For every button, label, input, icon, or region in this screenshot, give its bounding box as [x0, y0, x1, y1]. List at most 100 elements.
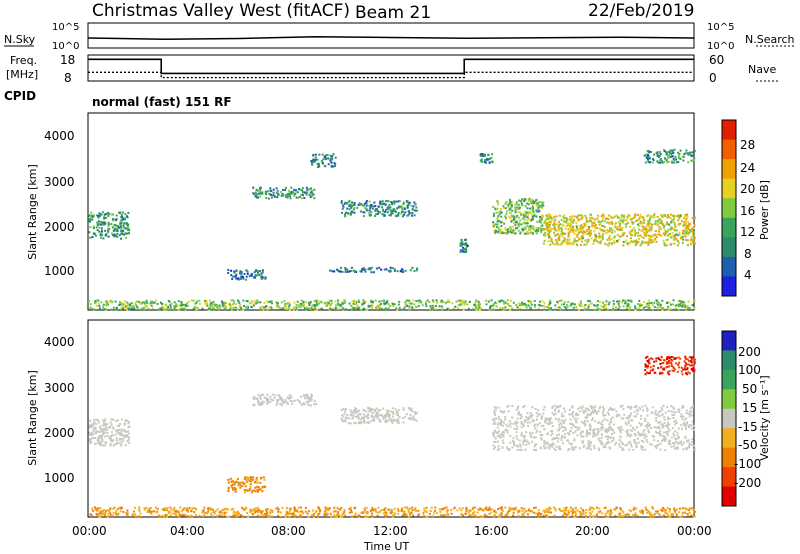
power-marks-cell	[545, 217, 548, 220]
power-marks-cell	[549, 213, 551, 216]
power-marks-cell	[657, 219, 660, 222]
power-marks-cell	[597, 220, 600, 223]
power-marks-cell	[693, 224, 696, 227]
power-marks-cell	[659, 161, 662, 164]
velocity-marks-cell	[661, 434, 664, 437]
power-marks-cell	[327, 163, 330, 166]
velocity-marks-cell	[265, 397, 268, 400]
velocity-marks-cell	[676, 363, 679, 366]
power-marks-cell	[667, 216, 670, 219]
velocity-marks-cell	[689, 364, 692, 367]
power-marks-cell	[679, 149, 682, 152]
power-marks-cell	[277, 193, 280, 196]
velocity-marks-cell	[555, 406, 558, 409]
velocity-marks-cell	[325, 508, 328, 511]
velocity-marks-cell	[517, 515, 520, 518]
velocity-marks-cell	[658, 411, 661, 413]
power-marks-cell	[575, 243, 578, 246]
power-marks-cell	[670, 221, 673, 224]
power-marks-cell	[518, 199, 521, 202]
power-marks-cell	[554, 304, 557, 307]
velocity-marks-cell	[646, 409, 649, 412]
power-marks-cell	[515, 220, 518, 223]
power-marks-cell	[661, 215, 664, 218]
power-marks-cell	[460, 244, 463, 247]
power-marks-cell	[667, 228, 670, 231]
power-marks-cell	[642, 228, 645, 231]
power-marks-cell	[527, 299, 530, 302]
velocity-marks-cell	[657, 426, 660, 429]
velocity-marks-cell	[504, 416, 507, 419]
power-marks-cell	[599, 300, 602, 303]
velocity-marks-cell	[102, 431, 105, 434]
power-marks-cell	[375, 267, 378, 270]
velocity-marks-cell	[644, 433, 647, 436]
power-marks-cell	[126, 301, 129, 304]
power-marks-cell	[495, 226, 498, 229]
velocity-marks-cell	[691, 438, 694, 441]
power-marks-cell	[390, 210, 393, 213]
velocity-marks-cell	[568, 448, 571, 450]
velocity-marks-cell	[644, 404, 647, 407]
power-marks-cell	[663, 148, 665, 151]
power-marks-cell	[674, 156, 677, 158]
velocity-marks-cell	[663, 416, 666, 419]
power-marks-cell	[612, 302, 615, 305]
velocity-marks-cell	[246, 489, 249, 492]
power-marks-cell	[127, 226, 130, 229]
velocity-marks-cell	[560, 423, 563, 426]
velocity-marks-cell	[500, 420, 503, 423]
power-marks-cell	[538, 220, 541, 223]
nave-line	[88, 71, 694, 79]
power-marks-cell	[677, 151, 679, 154]
velocity-marks-cell	[259, 402, 262, 404]
velocity-marks-cell	[681, 415, 683, 418]
power-marks-cell	[608, 230, 611, 233]
velocity-marks-cell	[508, 423, 511, 426]
velocity-marks-cell	[116, 424, 119, 427]
velocity-marks-cell	[187, 508, 190, 511]
velocity-marks-cell	[666, 362, 669, 365]
velocity-marks-cell	[112, 418, 115, 421]
velocity-marks-cell	[244, 485, 247, 488]
power-marks-cell	[543, 233, 546, 236]
power-marks-cell	[296, 300, 299, 303]
velocity-marks-cell	[667, 430, 670, 433]
velocity-marks-cell	[233, 481, 236, 484]
velocity-marks-cell	[90, 514, 93, 516]
power-marks-cell	[421, 304, 424, 307]
velocity-marks-cell	[120, 444, 123, 447]
power-marks-cell	[580, 230, 583, 233]
power-marks-cell	[340, 202, 343, 204]
power-marks-cell	[385, 200, 388, 203]
velocity-marks-cell	[125, 430, 128, 433]
velocity-marks-cell	[382, 512, 385, 515]
power-marks-cell	[413, 270, 416, 272]
velocity-marks-cell	[561, 426, 564, 429]
velocity-marks-cell	[570, 423, 573, 425]
velocity-marks-cell	[555, 445, 558, 448]
power-marks-cell	[515, 304, 518, 306]
velocity-marks-cell	[520, 421, 523, 424]
velocity-marks-cell	[551, 425, 554, 428]
velocity-marks-cell	[623, 413, 626, 416]
power-marks-cell	[380, 300, 383, 303]
power-marks-cell	[400, 205, 402, 208]
velocity-marks-cell	[523, 439, 526, 442]
power-marks-cell	[392, 267, 394, 270]
velocity-marks-cell	[624, 514, 627, 516]
velocity-marks-cell	[276, 401, 279, 404]
velocity-marks-cell	[481, 515, 484, 518]
power-marks-cell	[513, 228, 516, 231]
velocity-marks-cell	[549, 418, 552, 421]
power-marks-cell	[575, 226, 578, 229]
power-marks-cell	[432, 305, 435, 308]
power-marks-cell	[579, 300, 582, 303]
velocity-marks-cell	[543, 440, 546, 442]
velocity-marks-cell	[88, 425, 91, 428]
velocity-marks-cell	[554, 408, 557, 411]
velocity-marks-cell	[262, 393, 265, 396]
power-marks-cell	[150, 300, 153, 303]
power-marks-cell	[330, 299, 333, 302]
velocity-marks-cell	[499, 434, 501, 437]
